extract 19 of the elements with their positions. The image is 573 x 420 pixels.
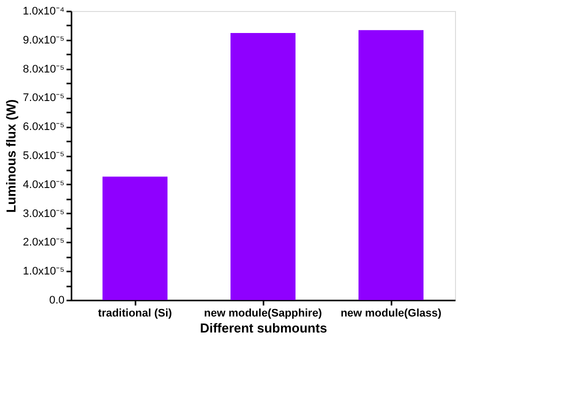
y-tick-label: 1.0x10⁻⁵ [22, 266, 64, 278]
y-tick-label: 4.0x10⁻⁵ [22, 178, 64, 191]
bar [102, 176, 168, 300]
y-axis-title: Luminous flux (W) [4, 99, 19, 213]
x-tick-label: new module(Sapphire) [204, 308, 322, 320]
y-tick-label: 3.0x10⁻⁵ [22, 208, 64, 220]
x-axis-title: Different submounts [200, 320, 328, 336]
bar [230, 32, 296, 300]
bar [358, 30, 424, 300]
y-tick-label: 9.0x10⁻⁵ [22, 34, 64, 46]
y-tick-label: 6.0x10⁻⁵ [22, 121, 64, 134]
x-tick-label: traditional (Si) [98, 308, 172, 320]
y-tick-label: 1.0x10⁻⁴ [22, 6, 65, 18]
y-tick-label: 5.0x10⁻⁵ [22, 150, 64, 162]
x-tick-label: new module(Glass) [340, 308, 442, 320]
y-tick-label: 7.0x10⁻⁵ [22, 92, 64, 104]
y-tick-label: 0.0 [49, 294, 64, 306]
y-tick-label: 2.0x10⁻⁵ [22, 236, 64, 249]
y-tick-label: 8.0x10⁻⁵ [22, 63, 64, 76]
